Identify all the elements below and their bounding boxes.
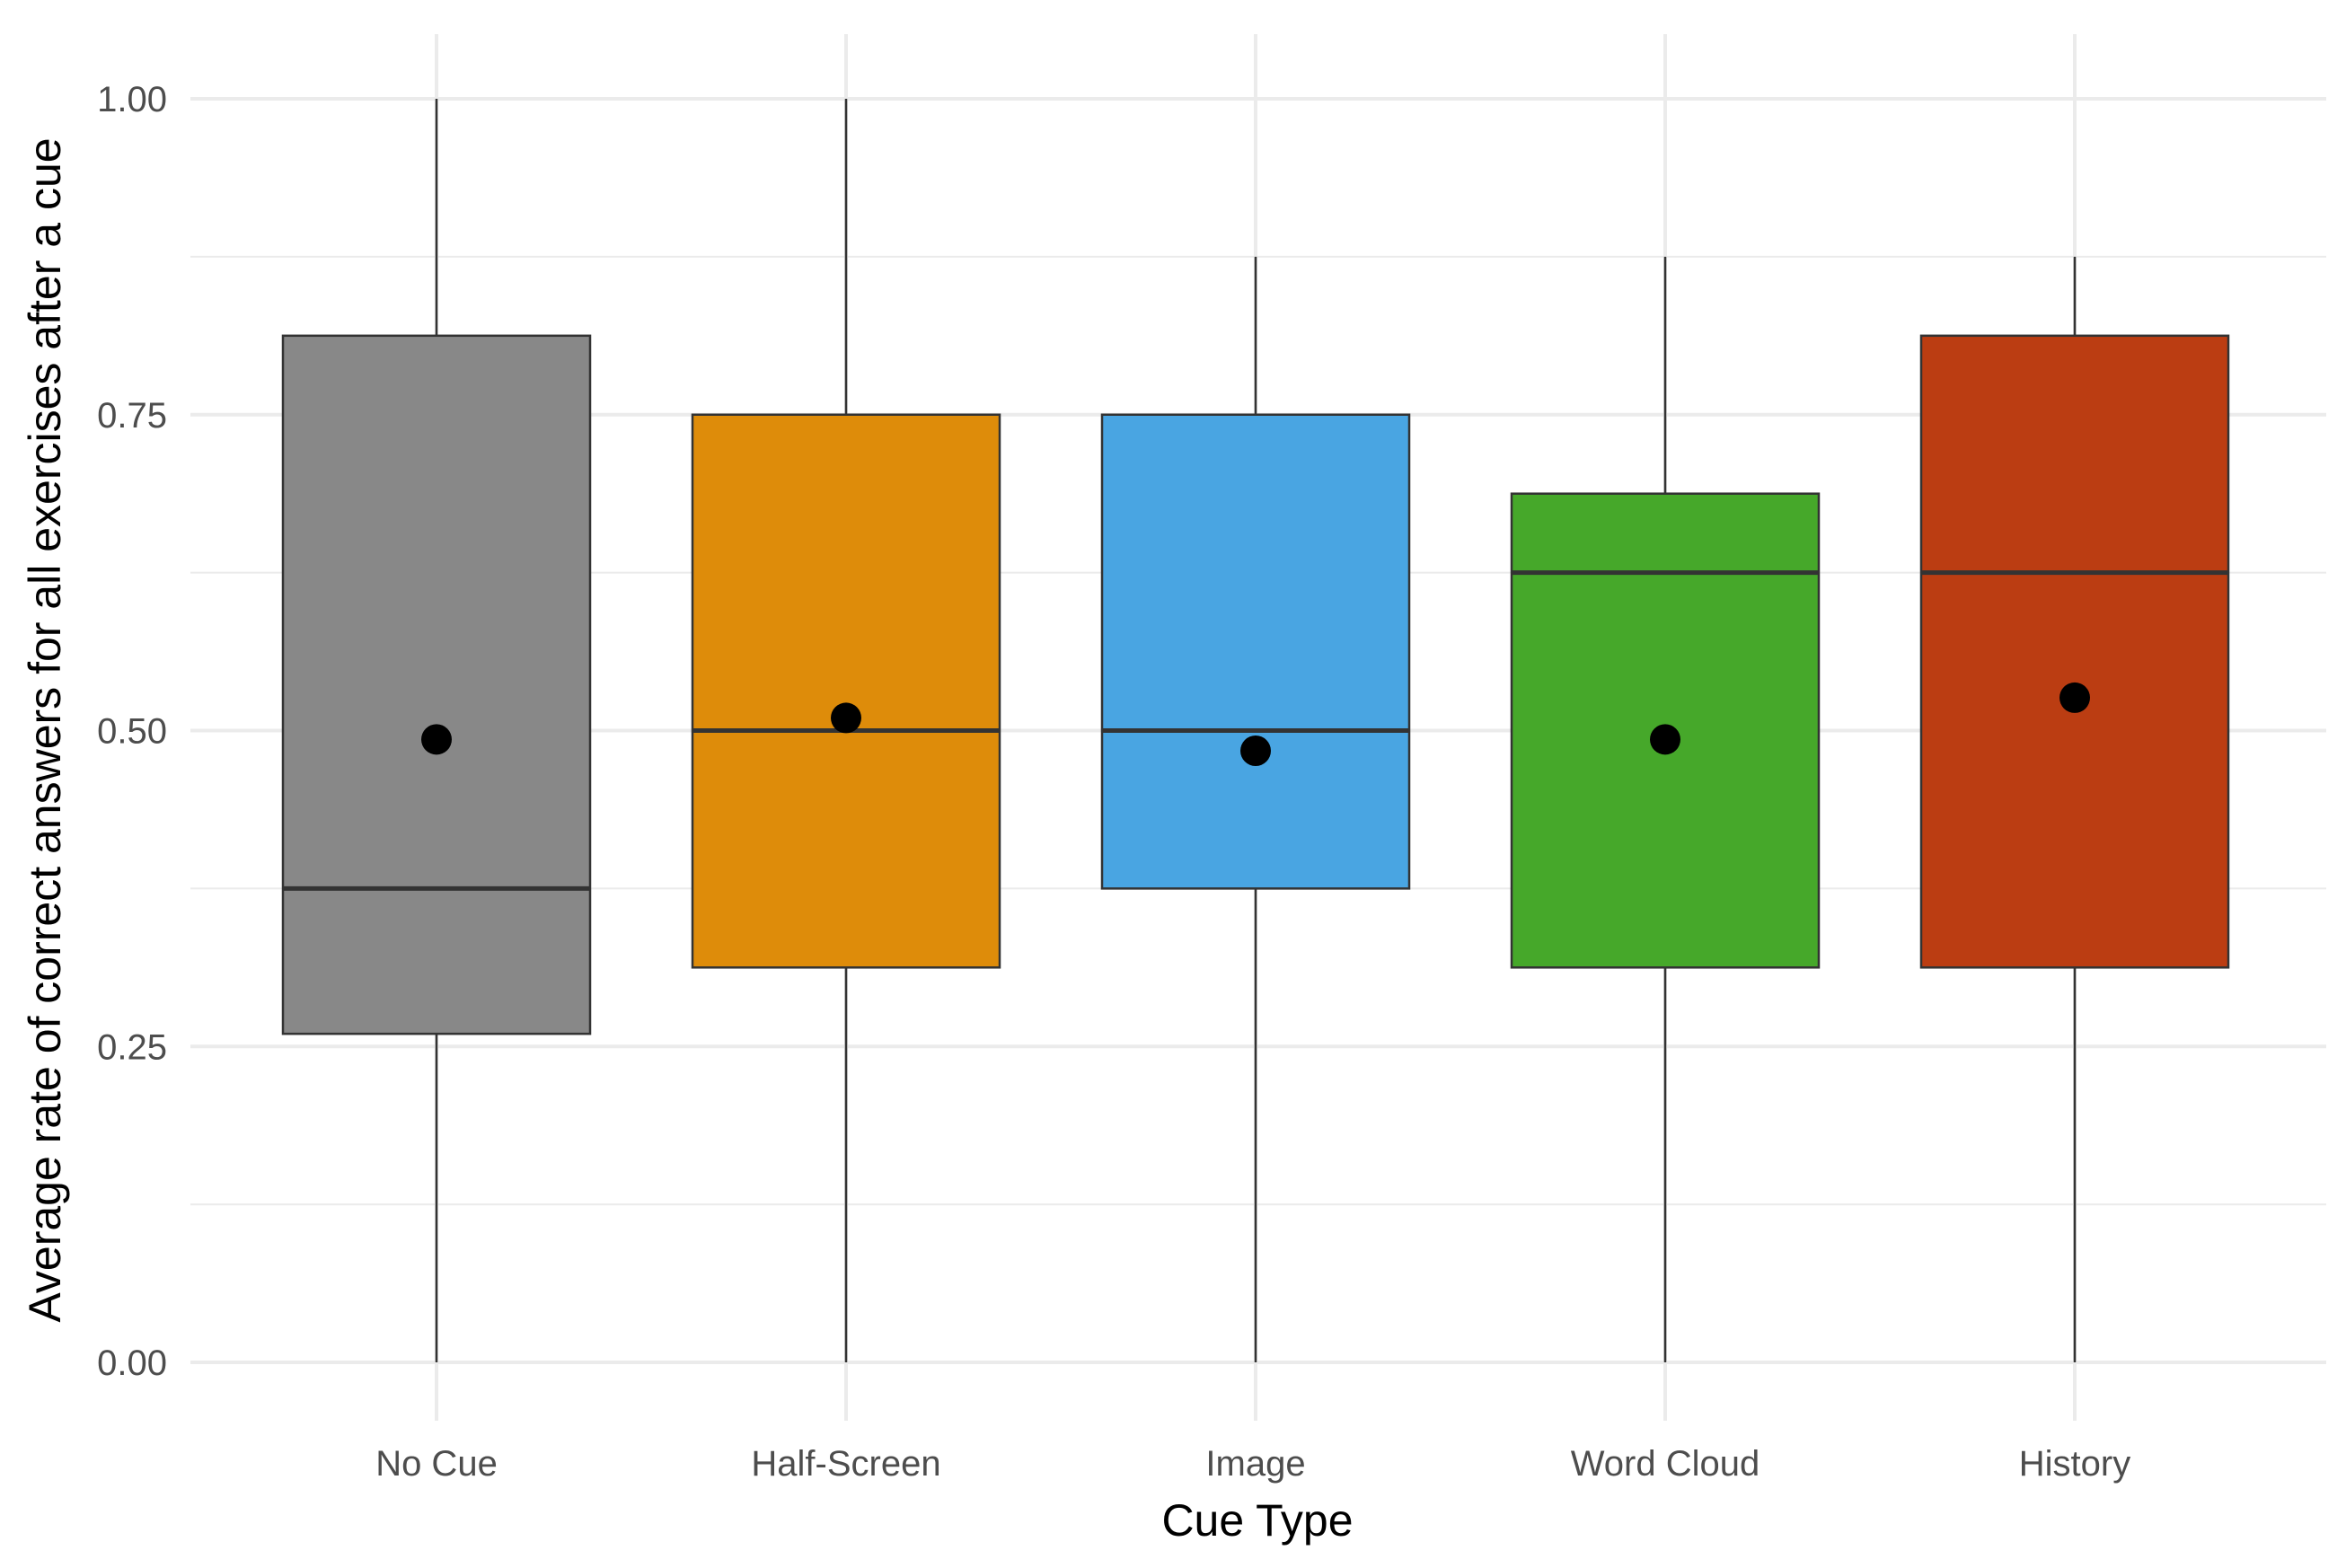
x-tick-label: No Cue <box>375 1444 498 1484</box>
box-image <box>1100 256 1411 1362</box>
mean-point <box>2059 682 2090 713</box>
box-history <box>1919 256 2230 1362</box>
mean-point <box>1650 724 1680 755</box>
x-tick-label: Image <box>1205 1444 1305 1484</box>
mean-point <box>1240 736 1271 767</box>
box-no-cue <box>281 99 592 1362</box>
x-tick-label: History <box>2019 1444 2130 1484</box>
boxes <box>281 99 2230 1362</box>
y-axis-title: Average rate of correct answers for all … <box>20 137 70 1322</box>
box-body <box>1100 413 1411 890</box>
box-body <box>1919 334 2230 969</box>
y-tick-label: 1.00 <box>97 80 167 119</box>
box-body <box>691 413 1001 969</box>
y-tick-label: 0.50 <box>97 712 167 752</box>
y-tick-label: 0.25 <box>97 1027 167 1067</box>
box-word-cloud <box>1510 256 1821 1362</box>
mean-point <box>421 724 452 755</box>
mean-point <box>831 702 861 734</box>
x-axis-ticks: No Cue Half-Screen Image Word Cloud History <box>375 1444 2130 1484</box>
x-tick-label: Word Cloud <box>1571 1444 1760 1484</box>
box-half-screen <box>691 99 1001 1362</box>
box-body <box>281 334 592 1035</box>
x-axis-title: Cue Type <box>1161 1495 1353 1546</box>
x-tick-label: Half-Screen <box>751 1444 940 1484</box>
y-axis-ticks: 0.00 0.25 0.50 0.75 1.00 <box>97 80 167 1383</box>
y-tick-label: 0.75 <box>97 396 167 436</box>
y-tick-label: 0.00 <box>97 1343 167 1383</box>
